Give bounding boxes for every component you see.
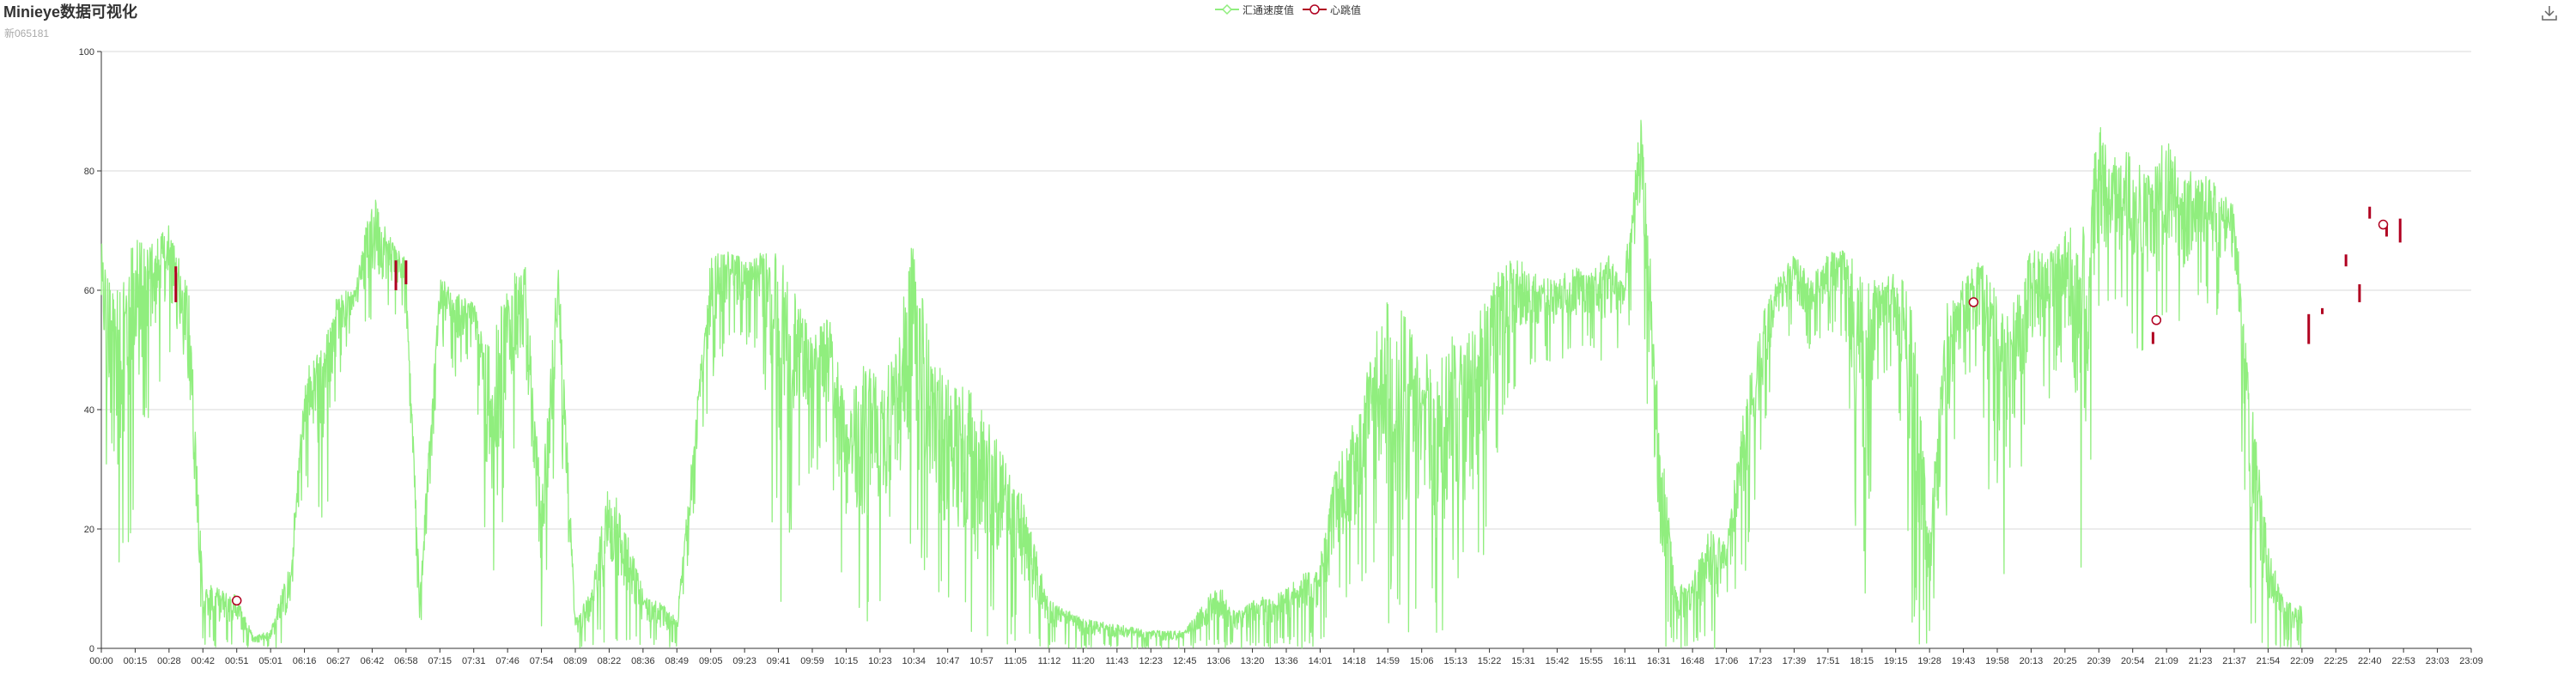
x-tick-label: 06:27 <box>326 656 350 666</box>
x-tick-label: 17:06 <box>1715 656 1739 666</box>
x-tick-label: 16:11 <box>1613 656 1637 666</box>
x-tick-label: 15:06 <box>1410 656 1434 666</box>
x-tick-label: 09:05 <box>699 656 723 666</box>
x-tick-label: 22:09 <box>2290 656 2314 666</box>
chart-title: Minieye数据可视化 <box>3 3 138 21</box>
x-tick-label: 17:39 <box>1783 656 1807 666</box>
x-tick-label: 10:34 <box>902 656 927 666</box>
save-as-image-button[interactable] <box>2540 3 2559 22</box>
x-tick-label: 19:15 <box>1884 656 1908 666</box>
x-tick-label: 22:40 <box>2358 656 2382 666</box>
x-tick-label: 23:09 <box>2459 656 2483 666</box>
x-tick-label: 22:53 <box>2391 656 2415 666</box>
x-tick-label: 20:39 <box>2087 656 2111 666</box>
y-tick-label: 100 <box>79 47 94 58</box>
x-tick-label: 00:15 <box>124 656 148 666</box>
x-tick-label: 10:23 <box>868 656 892 666</box>
legend-label-heartbeat: 心跳值 <box>1330 3 1362 16</box>
x-tick-label: 11:20 <box>1072 656 1095 666</box>
x-tick-label: 13:06 <box>1206 656 1230 666</box>
speed-series-line <box>100 119 2303 649</box>
y-tick-label: 20 <box>84 525 94 535</box>
line-diamond-icon <box>1215 3 1239 15</box>
x-tick-label: 12:23 <box>1139 656 1163 666</box>
x-tick-label: 08:09 <box>563 656 587 666</box>
legend-label-speed: 汇通速度值 <box>1242 3 1295 16</box>
x-tick-label: 12:45 <box>1173 656 1197 666</box>
x-tick-label: 21:37 <box>2222 656 2246 666</box>
x-tick-label: 16:31 <box>1647 656 1671 666</box>
x-tick-label: 07:54 <box>530 656 554 666</box>
x-tick-label: 11:05 <box>1004 656 1027 666</box>
x-tick-label: 20:13 <box>2020 656 2044 666</box>
x-tick-label: 13:36 <box>1274 656 1298 666</box>
x-tick-label: 11:43 <box>1105 656 1128 666</box>
legend-item-heartbeat[interactable]: 心跳值 <box>1303 3 1361 17</box>
x-tick-label: 19:43 <box>1952 656 1976 666</box>
x-tick-label: 17:23 <box>1748 656 1772 666</box>
heartbeat-point <box>2151 315 2162 325</box>
x-tick-label: 15:55 <box>1579 656 1603 666</box>
heartbeat-point <box>1968 297 1979 307</box>
heartbeat-point <box>2378 219 2389 230</box>
x-tick-label: 19:58 <box>1985 656 2009 666</box>
download-icon <box>2542 6 2557 21</box>
x-tick-label: 09:23 <box>732 656 756 666</box>
x-tick-label: 16:48 <box>1680 656 1704 666</box>
x-tick-label: 07:46 <box>495 656 519 666</box>
x-tick-label: 10:47 <box>936 656 960 666</box>
x-tick-label: 14:01 <box>1309 656 1333 666</box>
x-tick-label: 14:59 <box>1376 656 1400 666</box>
x-tick-label: 08:36 <box>631 656 655 666</box>
x-tick-label: 13:20 <box>1241 656 1265 666</box>
x-tick-label: 10:15 <box>835 656 859 666</box>
x-tick-label: 06:42 <box>361 656 385 666</box>
x-tick-label: 20:54 <box>2121 656 2145 666</box>
x-tick-label: 19:28 <box>1917 656 1941 666</box>
x-tick-label: 22:25 <box>2324 656 2348 666</box>
x-tick-label: 15:42 <box>1546 656 1570 666</box>
x-tick-label: 00:42 <box>191 656 216 666</box>
x-tick-label: 05:01 <box>258 656 283 666</box>
x-tick-label: 15:22 <box>1478 656 1502 666</box>
x-tick-label: 00:00 <box>89 656 113 666</box>
x-tick-label: 18:15 <box>1850 656 1874 666</box>
legend: 汇通速度值 心跳值 <box>1215 2 1361 17</box>
x-tick-label: 08:49 <box>665 656 690 666</box>
x-tick-label: 20:25 <box>2053 656 2077 666</box>
x-tick-label: 10:57 <box>969 656 993 666</box>
x-tick-label: 15:31 <box>1511 656 1535 666</box>
y-tick-label: 80 <box>84 167 94 177</box>
y-tick-label: 60 <box>84 286 94 296</box>
x-tick-label: 23:03 <box>2426 656 2450 666</box>
x-tick-label: 17:51 <box>1816 656 1840 666</box>
x-tick-label: 14:18 <box>1342 656 1366 666</box>
line-circle-icon <box>1303 4 1327 15</box>
chart-subtitle: 新065181 <box>4 27 50 40</box>
x-tick-label: 00:28 <box>157 656 181 666</box>
x-tick-label: 11:12 <box>1038 656 1061 666</box>
x-tick-label: 21:09 <box>2154 656 2178 666</box>
x-tick-label: 09:59 <box>800 656 824 666</box>
y-tick-label: 40 <box>84 405 94 416</box>
legend-item-speed[interactable]: 汇通速度值 <box>1215 3 1294 17</box>
x-tick-label: 06:58 <box>394 656 418 666</box>
x-tick-label: 07:15 <box>428 656 453 666</box>
x-tick-label: 15:13 <box>1443 656 1467 666</box>
heartbeat-point <box>231 595 242 606</box>
x-tick-label: 21:54 <box>2257 656 2281 666</box>
x-tick-label: 06:16 <box>293 656 317 666</box>
x-tick-label: 09:41 <box>767 656 791 666</box>
x-tick-label: 00:51 <box>225 656 249 666</box>
x-tick-label: 08:22 <box>598 656 622 666</box>
y-tick-label: 0 <box>89 644 94 654</box>
x-tick-label: 21:23 <box>2189 656 2213 666</box>
x-tick-label: 07:31 <box>462 656 486 666</box>
